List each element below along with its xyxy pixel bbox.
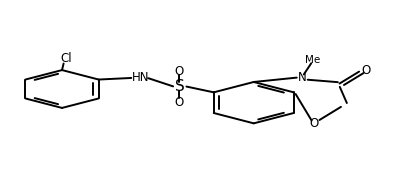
Text: O: O (175, 65, 184, 78)
Text: Me: Me (305, 55, 320, 65)
Text: HN: HN (132, 71, 149, 84)
Text: O: O (362, 64, 371, 77)
Text: O: O (175, 96, 184, 109)
Text: N: N (298, 71, 307, 84)
Text: O: O (310, 117, 319, 130)
Text: S: S (175, 79, 184, 94)
Text: Cl: Cl (60, 52, 72, 65)
